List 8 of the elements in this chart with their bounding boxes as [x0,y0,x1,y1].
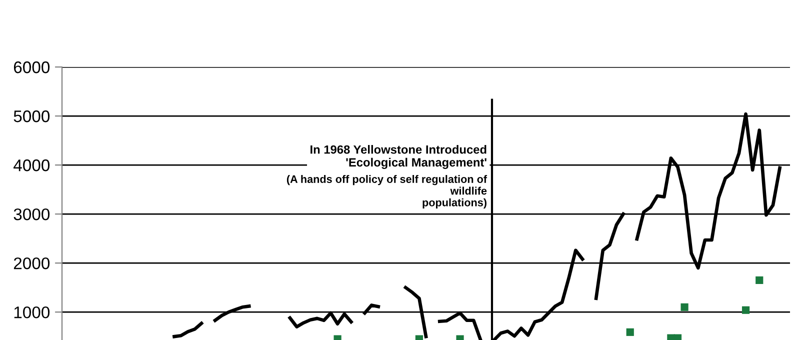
y-tick-label: 4000 [14,159,50,172]
y-tick-label: 5000 [14,110,50,122]
y-tick-label: 3000 [14,208,50,220]
y-tick-label: 6000 [14,61,50,74]
y-tick-label: 2000 [14,257,50,270]
y-tick-label: 1000 [14,306,50,318]
annotation: In 1968 Yellowstone Introduced 'Ecological Management' [310,145,486,169]
annotation: (A hands off policy of self regulation of wildlife populations) [286,175,488,208]
